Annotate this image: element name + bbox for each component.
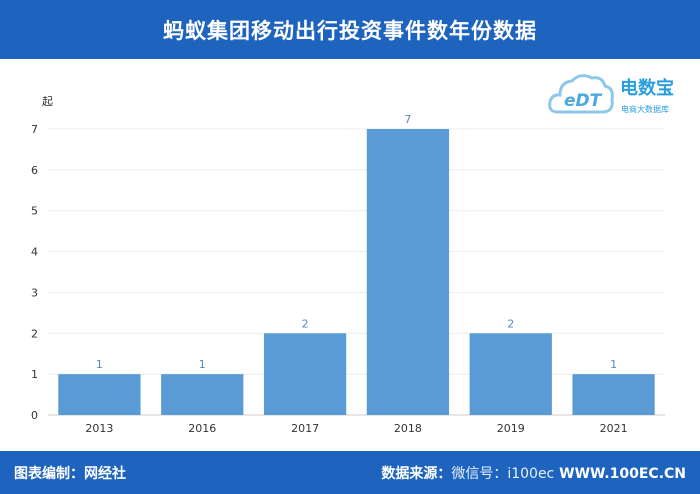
x-tick-label: 2019 (497, 422, 525, 435)
footer-banner: 图表编制：网经社 数据来源：微信号：i100ec WWW.100EC.CN (0, 451, 700, 494)
bar (58, 374, 141, 415)
chart-title-banner: 蚂蚁集团移动出行投资事件数年份数据 (0, 0, 700, 59)
y-tick-label: 1 (31, 368, 38, 381)
bar-value-label: 1 (610, 358, 617, 371)
cloud-icon (548, 74, 614, 114)
x-tick-label: 2016 (188, 422, 216, 435)
x-tick-label: 2021 (600, 422, 628, 435)
y-axis-unit-label: 起 (42, 95, 53, 108)
y-tick-label: 0 (31, 409, 38, 422)
chart-compiler-label: 图表编制：网经社 (14, 466, 126, 482)
bar (366, 129, 450, 415)
site-url: WWW.100EC.CN (559, 466, 686, 482)
bar (572, 374, 655, 415)
bar (161, 374, 244, 415)
bar-value-label: 7 (404, 113, 411, 126)
logo-mark: eDT (564, 91, 603, 111)
logo-tagline: 电商大数据库 (621, 104, 669, 114)
y-tick-label: 2 (31, 327, 38, 340)
bar-value-label: 1 (199, 358, 206, 371)
x-tick-label: 2018 (394, 422, 422, 435)
dianshubao-logo: eDT 电数宝 电商大数据库 (548, 66, 694, 124)
y-tick-label: 6 (31, 164, 38, 177)
y-tick-label: 7 (31, 123, 38, 136)
x-tick-label: 2013 (85, 422, 113, 435)
source-block: 数据来源：微信号：i100ec WWW.100EC.CN (381, 463, 686, 483)
bar-value-label: 2 (507, 317, 514, 330)
bar-value-label: 2 (302, 317, 309, 330)
y-tick-label: 3 (31, 286, 38, 299)
bar (469, 333, 552, 415)
data-source-label: 数据来源： (381, 466, 452, 482)
wechat-watermark: 微信号：i100ec (451, 466, 555, 482)
bar (263, 333, 347, 415)
bar-value-label: 1 (96, 358, 103, 371)
y-tick-label: 4 (31, 246, 38, 259)
x-tick-label: 2017 (291, 422, 319, 435)
y-tick-label: 5 (31, 205, 38, 218)
logo-name: 电数宝 (620, 77, 674, 99)
page-title: 蚂蚁集团移动出行投资事件数年份数据 (163, 18, 537, 43)
